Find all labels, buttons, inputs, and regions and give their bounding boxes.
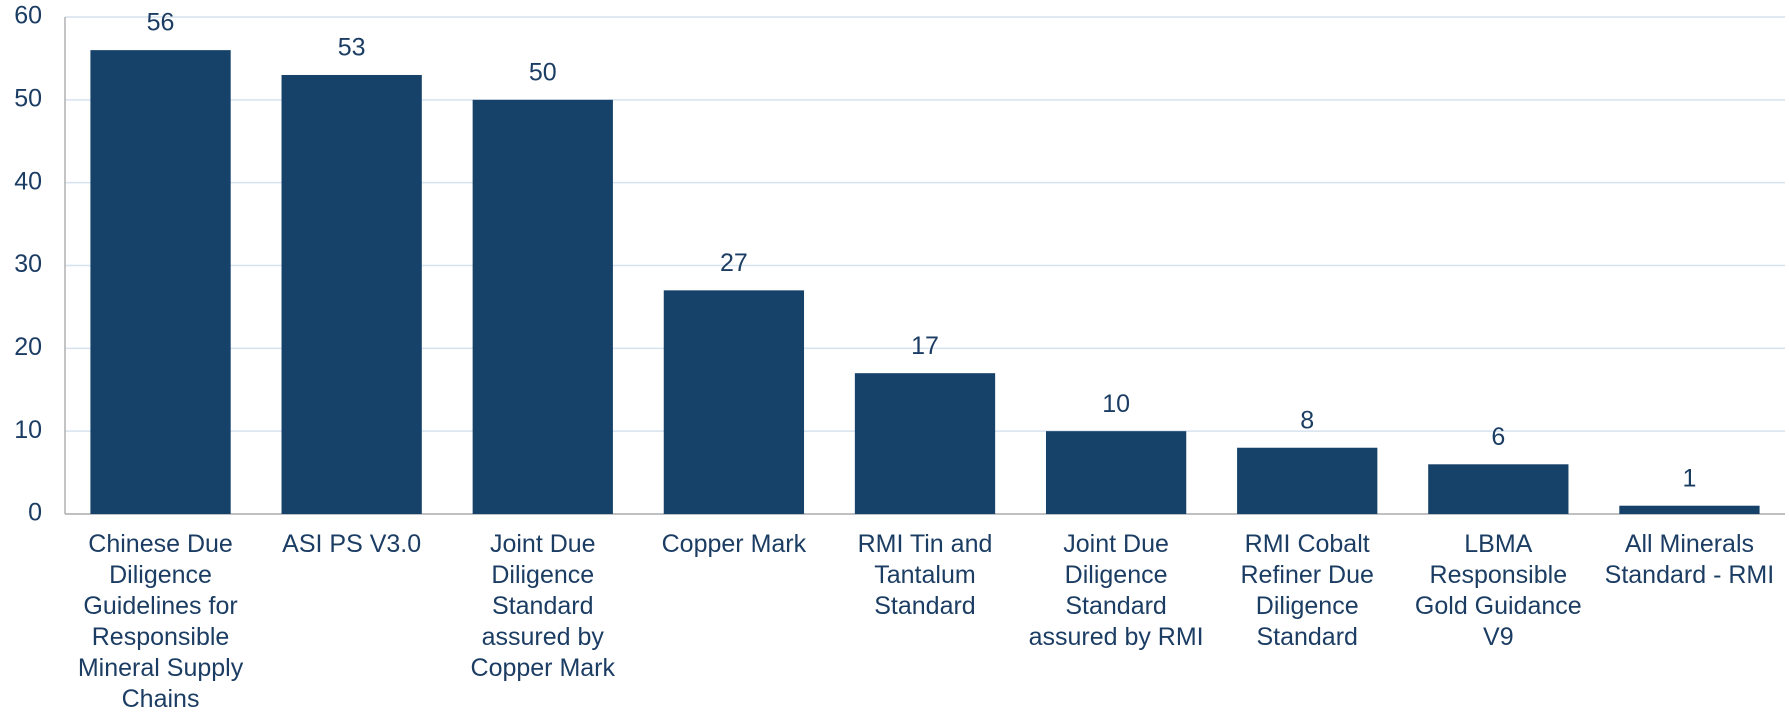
data-label: 50 [529,58,557,86]
data-label: 53 [338,34,366,62]
bar [281,74,422,514]
bar [90,50,231,515]
data-label: 8 [1300,406,1314,434]
bar [472,99,613,514]
data-label: 6 [1491,423,1505,451]
x-tick-label: Joint Due Diligence Standard assured by … [1028,530,1204,651]
data-label: 27 [720,249,748,277]
y-tick-label: 40 [14,167,42,195]
bar [663,290,805,514]
x-tick-label: All Minerals Standard - RMI [1604,530,1775,589]
bar [1237,447,1378,514]
bar [854,373,996,514]
x-tick-label: LBMA Responsible Gold Guidance V9 [1414,530,1582,651]
x-tick-label: ASI PS V3.0 [282,530,422,558]
data-label: 10 [1102,390,1130,418]
data-label: 17 [911,332,939,360]
x-tick-label: Copper Mark [661,530,807,558]
y-tick-label: 10 [14,416,42,444]
x-tick-label: Joint Due Diligence Standard assured by … [470,530,616,682]
y-tick-label: 30 [14,250,42,278]
y-tick-label: 20 [14,333,42,361]
y-tick-label: 0 [28,499,42,527]
bar [1619,505,1760,514]
bar [1045,431,1187,514]
y-tick-label: 60 [14,2,42,30]
x-tick-label: RMI Cobalt Refiner Due Diligence Standar… [1240,530,1374,651]
data-label: 1 [1682,464,1696,492]
bar [1428,464,1569,514]
data-label: 56 [147,9,175,37]
x-tick-label: RMI Tin and Tantalum Standard [857,530,993,620]
y-tick-label: 50 [14,84,42,112]
x-tick-label: Chinese Due Diligence Guidelines for Res… [77,530,244,713]
